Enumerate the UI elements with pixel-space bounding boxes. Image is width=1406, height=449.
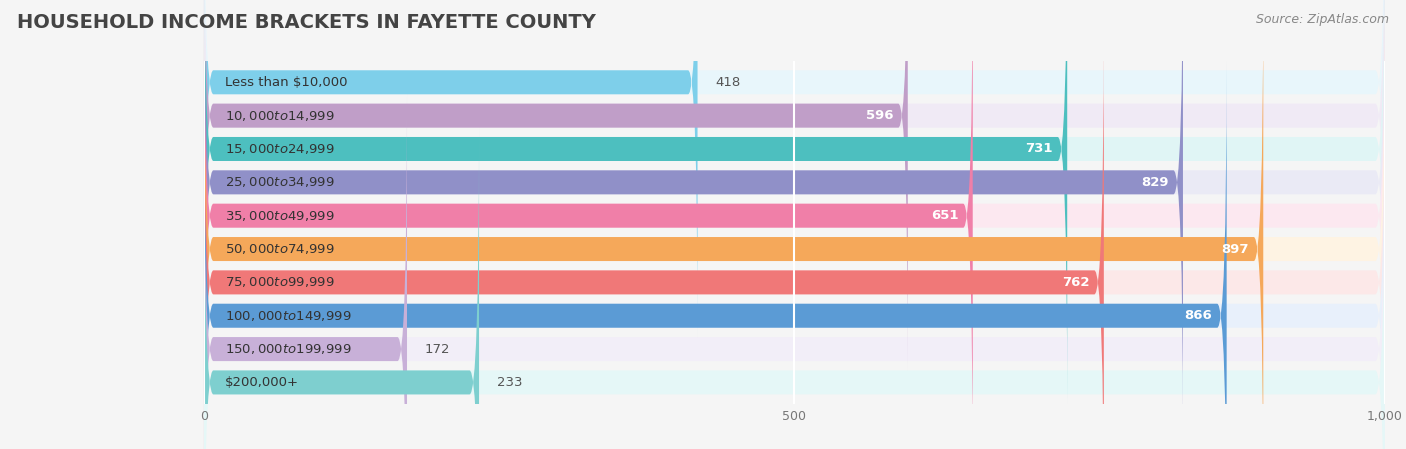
Text: $100,000 to $149,999: $100,000 to $149,999 bbox=[225, 309, 352, 323]
FancyBboxPatch shape bbox=[204, 27, 1385, 449]
Text: 596: 596 bbox=[866, 109, 894, 122]
FancyBboxPatch shape bbox=[204, 0, 1182, 437]
Text: Less than $10,000: Less than $10,000 bbox=[225, 76, 347, 89]
Text: 762: 762 bbox=[1062, 276, 1090, 289]
FancyBboxPatch shape bbox=[204, 0, 1263, 449]
FancyBboxPatch shape bbox=[204, 94, 406, 449]
FancyBboxPatch shape bbox=[204, 94, 1385, 449]
Text: 731: 731 bbox=[1025, 142, 1053, 155]
FancyBboxPatch shape bbox=[204, 0, 1067, 404]
Text: 651: 651 bbox=[931, 209, 959, 222]
FancyBboxPatch shape bbox=[204, 128, 1385, 449]
Text: Source: ZipAtlas.com: Source: ZipAtlas.com bbox=[1256, 13, 1389, 26]
Text: $25,000 to $34,999: $25,000 to $34,999 bbox=[225, 176, 335, 189]
FancyBboxPatch shape bbox=[204, 0, 1385, 437]
Text: $15,000 to $24,999: $15,000 to $24,999 bbox=[225, 142, 335, 156]
Text: 233: 233 bbox=[496, 376, 522, 389]
Text: 897: 897 bbox=[1222, 242, 1249, 255]
Text: 866: 866 bbox=[1185, 309, 1212, 322]
FancyBboxPatch shape bbox=[204, 0, 973, 449]
FancyBboxPatch shape bbox=[204, 27, 1104, 449]
Text: $50,000 to $74,999: $50,000 to $74,999 bbox=[225, 242, 335, 256]
Text: $75,000 to $99,999: $75,000 to $99,999 bbox=[225, 275, 335, 289]
FancyBboxPatch shape bbox=[204, 61, 1385, 449]
FancyBboxPatch shape bbox=[204, 128, 479, 449]
Text: 172: 172 bbox=[425, 343, 450, 356]
Text: $10,000 to $14,999: $10,000 to $14,999 bbox=[225, 109, 335, 123]
FancyBboxPatch shape bbox=[204, 0, 1385, 449]
Text: $200,000+: $200,000+ bbox=[225, 376, 299, 389]
FancyBboxPatch shape bbox=[204, 61, 1226, 449]
FancyBboxPatch shape bbox=[204, 0, 697, 337]
Text: $35,000 to $49,999: $35,000 to $49,999 bbox=[225, 209, 335, 223]
FancyBboxPatch shape bbox=[204, 0, 908, 370]
FancyBboxPatch shape bbox=[204, 0, 1385, 449]
Text: 418: 418 bbox=[716, 76, 741, 89]
FancyBboxPatch shape bbox=[204, 0, 1385, 370]
FancyBboxPatch shape bbox=[204, 0, 1385, 337]
Text: $150,000 to $199,999: $150,000 to $199,999 bbox=[225, 342, 352, 356]
Text: HOUSEHOLD INCOME BRACKETS IN FAYETTE COUNTY: HOUSEHOLD INCOME BRACKETS IN FAYETTE COU… bbox=[17, 13, 596, 32]
FancyBboxPatch shape bbox=[204, 0, 1385, 404]
Text: 829: 829 bbox=[1142, 176, 1168, 189]
